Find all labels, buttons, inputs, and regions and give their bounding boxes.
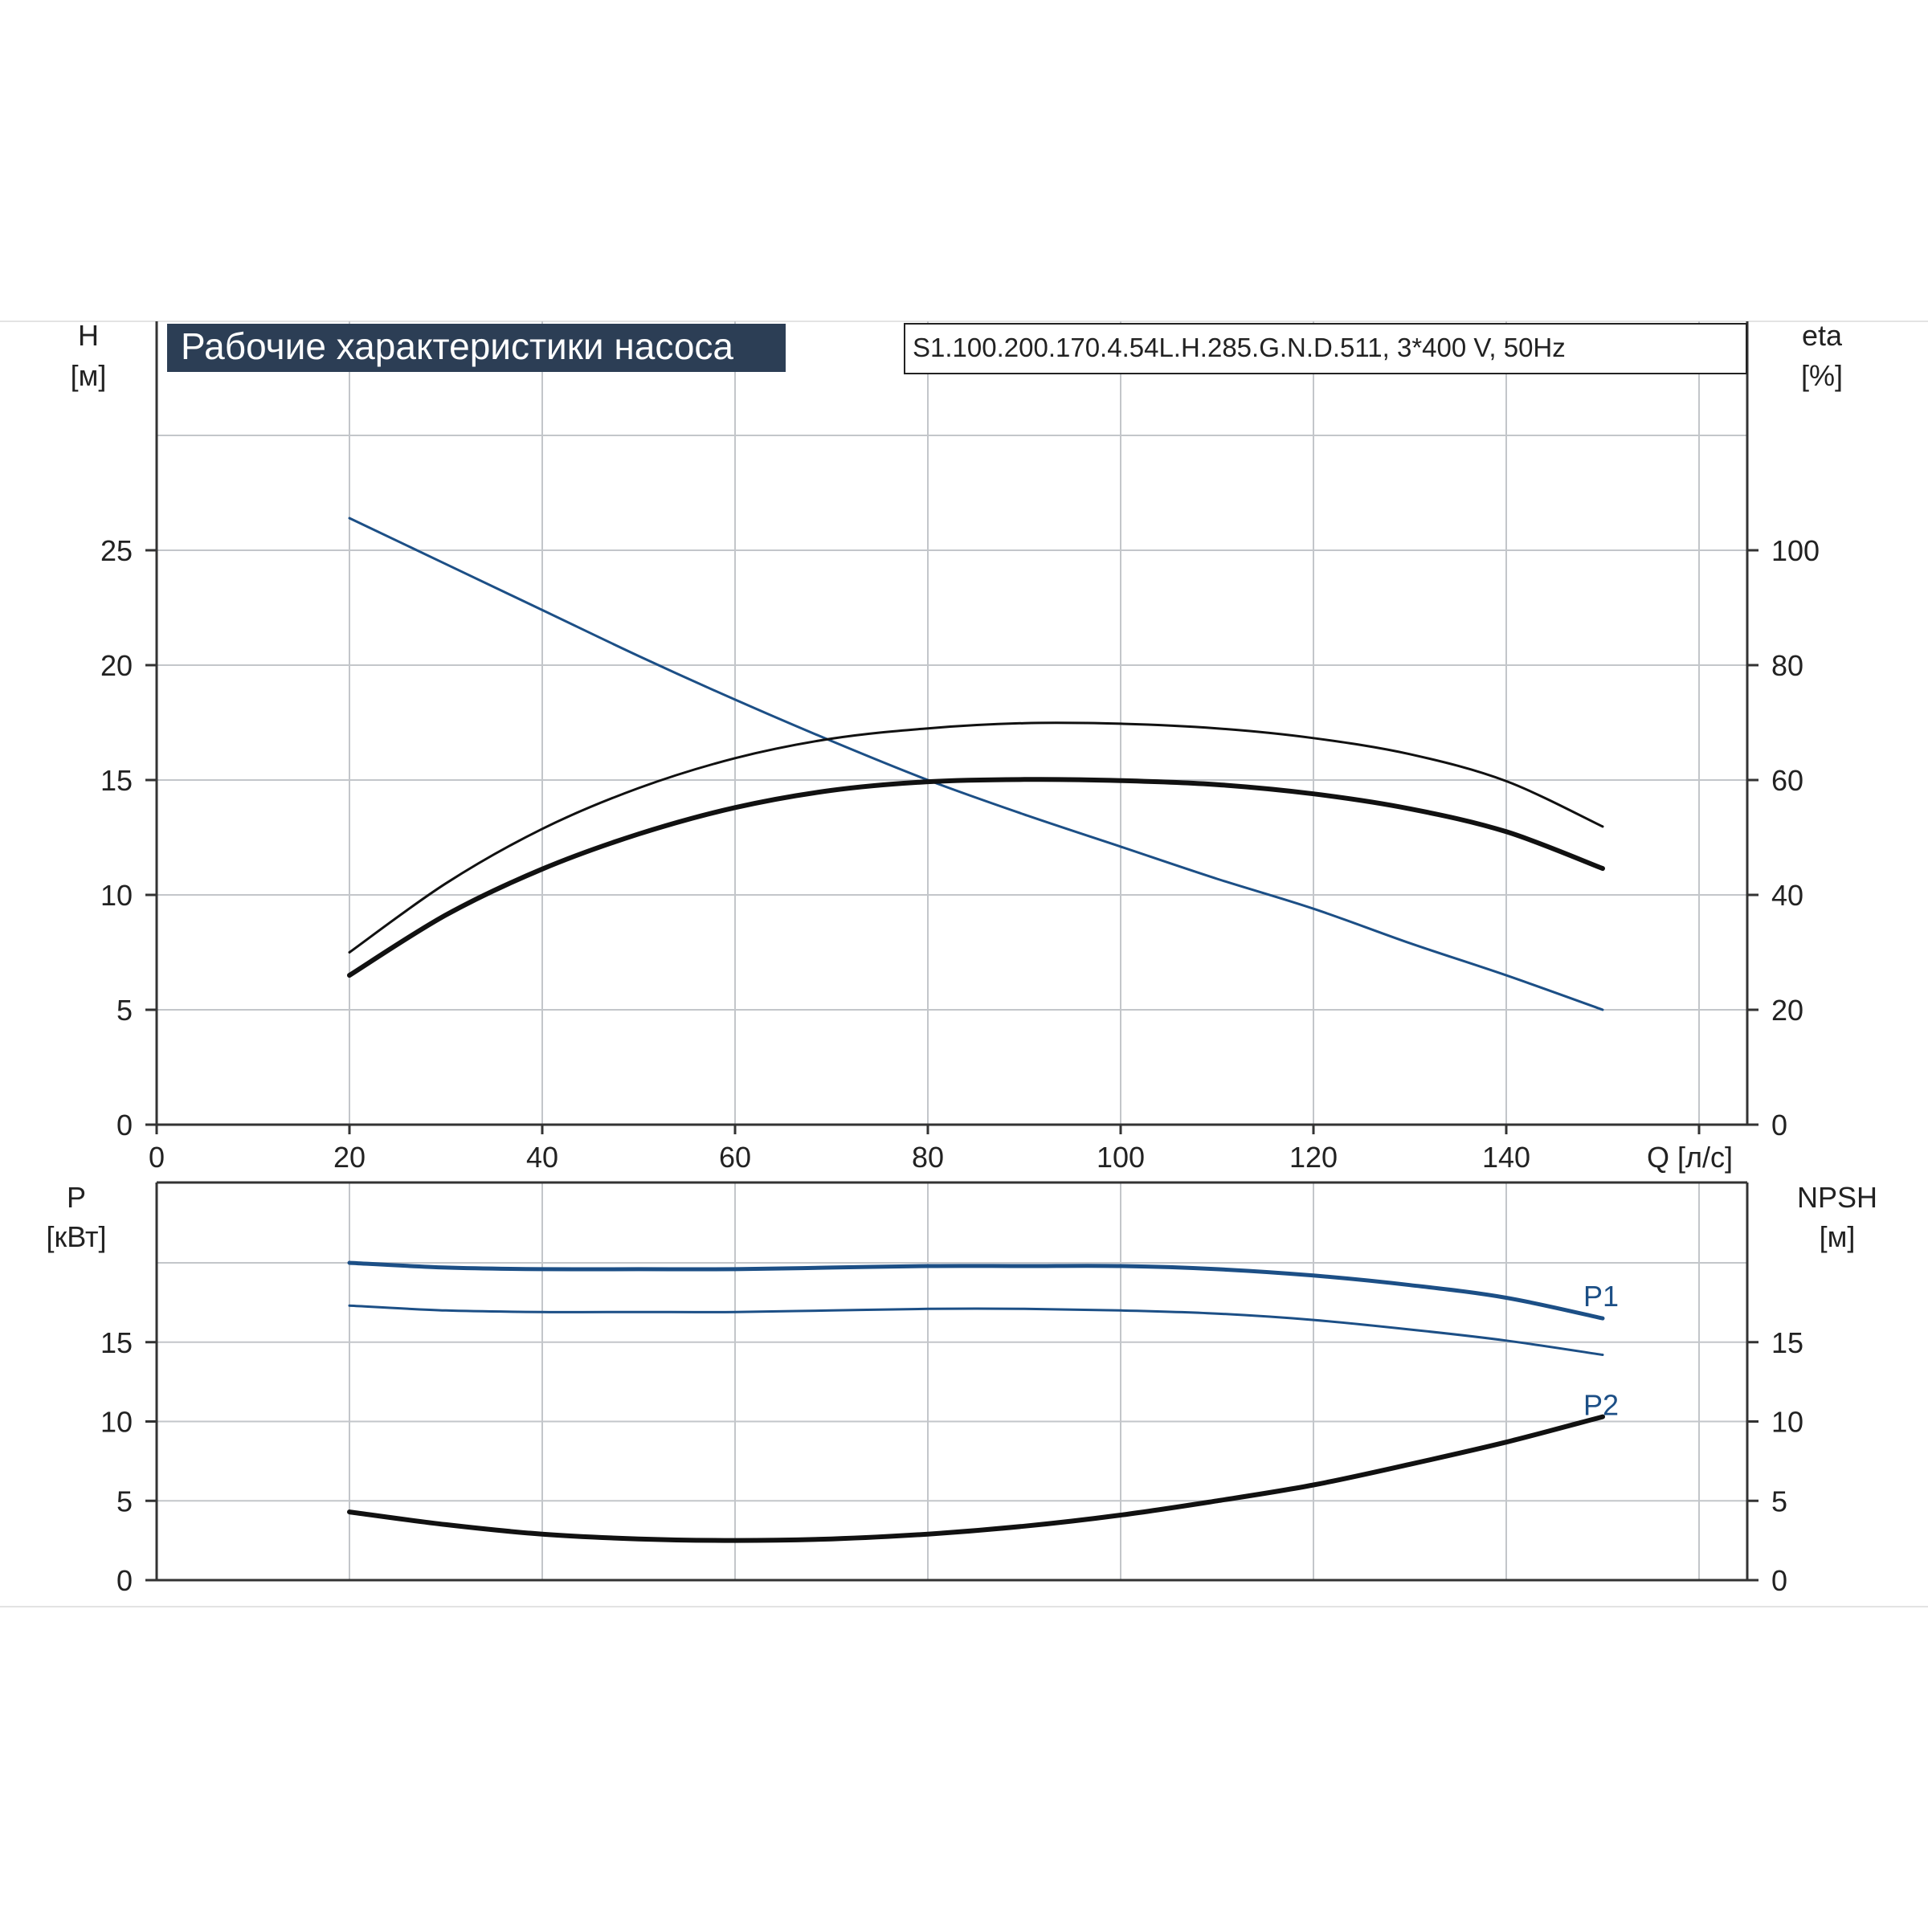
- model-box-text: S1.100.200.170.4.54L.H.285.G.N.D.511, 3*…: [913, 333, 1566, 362]
- right-tick-label: 80: [1771, 649, 1803, 682]
- right-tick-label: 100: [1771, 534, 1820, 567]
- title-badge: [167, 324, 786, 372]
- right-tick-label: 5: [1771, 1485, 1787, 1517]
- left-tick-label: 10: [100, 879, 133, 912]
- title-badge-text: Рабочие характеристики насоса: [181, 325, 733, 367]
- x-tick-label: 40: [526, 1141, 558, 1174]
- left-tick-label: 0: [116, 1109, 133, 1142]
- right-axis-title: eta: [1802, 319, 1843, 352]
- left-tick-label: 15: [100, 1326, 133, 1359]
- x-tick-label: 140: [1482, 1141, 1530, 1174]
- right-tick-label: 20: [1771, 994, 1803, 1027]
- right-tick-label: 60: [1771, 764, 1803, 797]
- left-tick-label: 5: [116, 994, 133, 1027]
- right-tick-label: 15: [1771, 1326, 1803, 1359]
- left-tick-label: 5: [116, 1485, 133, 1517]
- x-tick-label: 20: [333, 1141, 366, 1174]
- x-tick-label: 120: [1289, 1141, 1338, 1174]
- left-axis-title: P: [67, 1181, 86, 1214]
- left-tick-label: 0: [116, 1564, 133, 1597]
- model-box: [904, 323, 1747, 374]
- left-tick-label: 20: [100, 649, 133, 682]
- x-tick-label: 80: [912, 1141, 944, 1174]
- x-tick-label: 0: [149, 1141, 165, 1174]
- series-line-1-1: [348, 1304, 1604, 1356]
- series-line-0-2: [347, 777, 1605, 978]
- series-line-0-1: [348, 721, 1604, 954]
- x-tick-label: 60: [719, 1141, 751, 1174]
- left-axis-unit: [м]: [71, 359, 107, 392]
- left-axis-title: H: [78, 319, 99, 352]
- series-line-0-0: [348, 517, 1604, 1011]
- x-tick-label: 100: [1097, 1141, 1145, 1174]
- right-tick-label: 40: [1771, 879, 1803, 912]
- left-tick-label: 25: [100, 534, 133, 567]
- series-line-1-2: [347, 1414, 1605, 1543]
- right-tick-label: 10: [1771, 1406, 1803, 1439]
- right-tick-label: 0: [1771, 1109, 1787, 1142]
- right-axis-title: NPSH: [1797, 1181, 1877, 1214]
- series-label-p1: P1: [1583, 1280, 1619, 1313]
- series-line-1-0: [347, 1260, 1605, 1321]
- x-axis-title: Q [л/с]: [1647, 1141, 1733, 1174]
- right-tick-label: 0: [1771, 1564, 1787, 1597]
- left-tick-label: 10: [100, 1406, 133, 1439]
- left-tick-label: 15: [100, 764, 133, 797]
- right-axis-unit: [м]: [1820, 1220, 1856, 1253]
- right-axis-unit: [%]: [1801, 359, 1843, 392]
- left-axis-unit: [кВт]: [46, 1220, 106, 1253]
